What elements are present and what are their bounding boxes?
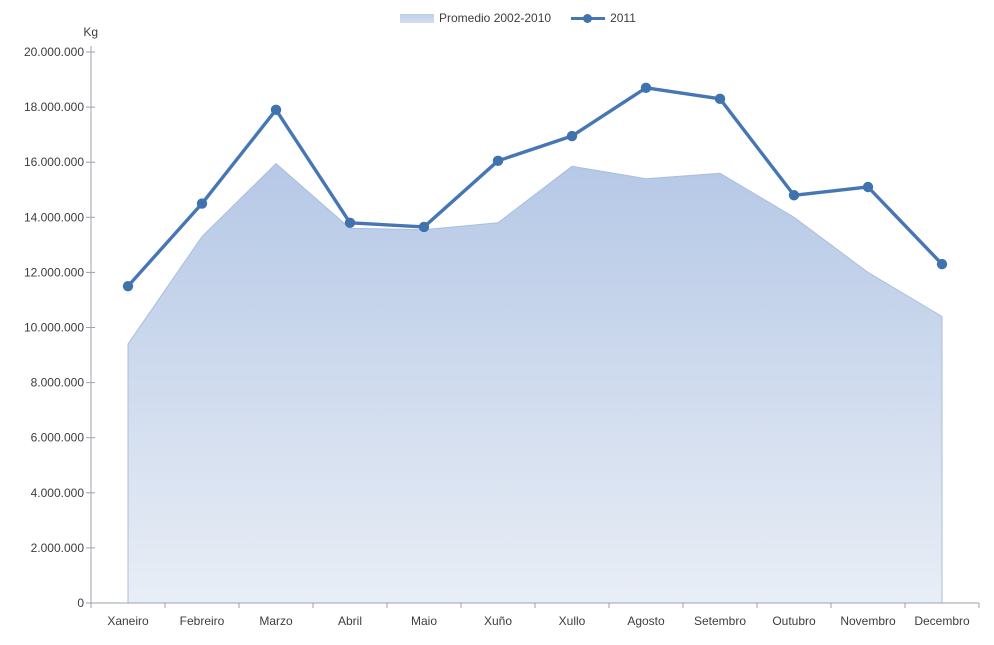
area-series-edge <box>127 162 943 603</box>
y-tick-label: 8.000.000 <box>31 376 85 390</box>
y-tick-label: 2.000.000 <box>31 541 85 555</box>
y-tick-label: 18.000.000 <box>24 100 84 114</box>
x-tick-label: Maio <box>411 614 437 628</box>
x-tick-label: Novembro <box>840 614 896 628</box>
legend-item-2011: 2011 <box>571 11 636 25</box>
x-tick-label: Marzo <box>259 614 293 628</box>
y-tick-label: 6.000.000 <box>31 431 85 445</box>
data-point-marker <box>418 221 430 233</box>
data-point-marker <box>566 130 578 142</box>
legend: Promedio 2002-2010 2011 <box>400 8 636 28</box>
legend-label-promedio: Promedio 2002-2010 <box>439 11 552 25</box>
x-tick-label: Abril <box>338 614 362 628</box>
data-point-marker <box>862 181 874 193</box>
x-tick-label: Setembro <box>694 614 746 628</box>
line-marker-swatch-icon <box>571 13 606 24</box>
data-point-marker <box>492 155 504 167</box>
data-point-marker <box>788 190 800 201</box>
legend-label-2011: 2011 <box>610 11 636 25</box>
legend-item-promedio: Promedio 2002-2010 <box>400 11 551 25</box>
data-point-marker <box>196 198 208 209</box>
x-tick-label: Xuño <box>484 614 512 628</box>
x-tick-label: Outubro <box>772 614 816 628</box>
y-tick-label: 20.000.000 <box>24 45 84 59</box>
data-point-marker <box>344 217 356 229</box>
data-point-marker <box>936 258 948 270</box>
data-point-marker <box>640 82 652 94</box>
area-swatch-icon <box>400 13 434 23</box>
y-tick-label: 16.000.000 <box>24 155 84 169</box>
y-tick-label: 10.000.000 <box>24 321 84 335</box>
data-point-marker <box>714 93 726 105</box>
y-tick-label: 12.000.000 <box>24 265 84 279</box>
data-point-marker <box>122 280 134 292</box>
x-tick-label: Decembro <box>914 614 970 628</box>
data-point-marker <box>270 104 282 116</box>
y-tick-label: 4.000.000 <box>31 486 85 500</box>
y-tick-label: 14.000.000 <box>24 210 84 224</box>
area-series <box>128 163 942 603</box>
x-tick-label: Xaneiro <box>107 614 149 628</box>
y-tick-label: 0 <box>77 596 84 610</box>
x-tick-label: Febreiro <box>180 614 225 628</box>
x-tick-label: Agosto <box>627 614 665 628</box>
y-axis-unit-label: Kg <box>83 25 98 39</box>
line-series-2011 <box>126 86 944 288</box>
x-tick-label: Xullo <box>559 614 586 628</box>
